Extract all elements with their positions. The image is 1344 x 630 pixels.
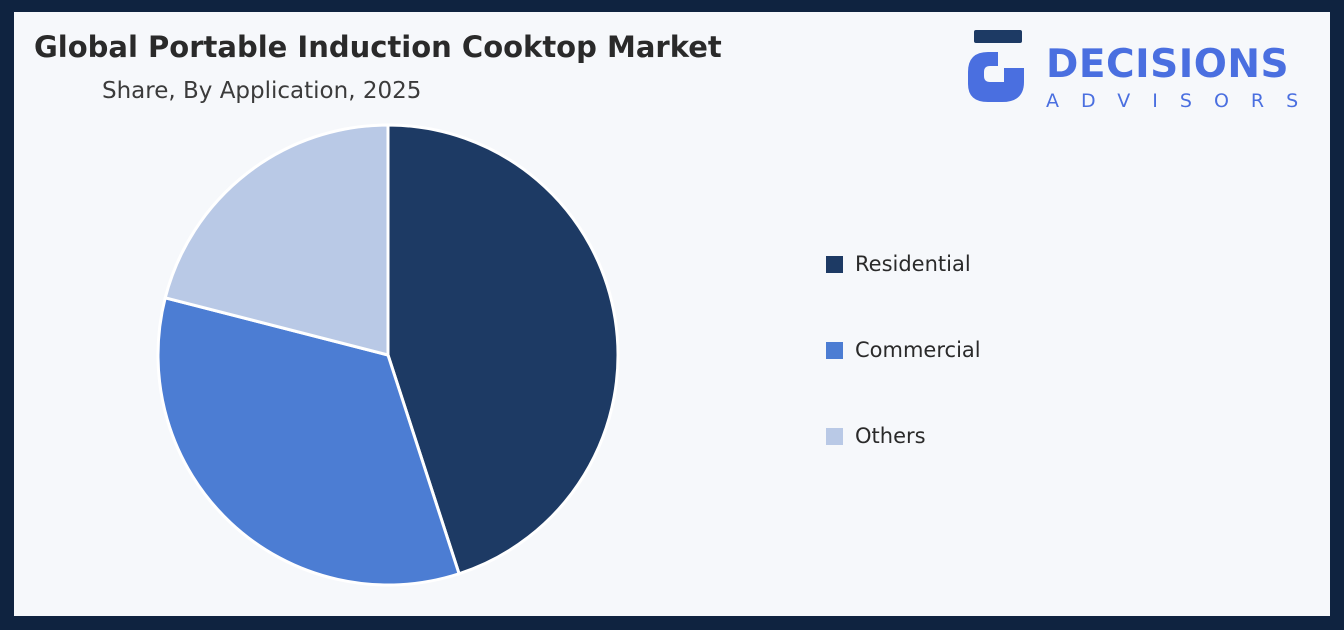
chart-title: Global Portable Induction Cooktop Market <box>34 30 722 64</box>
legend-item-residential: Residential <box>826 250 981 278</box>
legend-label: Residential <box>855 252 971 276</box>
decisions-advisors-logo-icon <box>968 30 1024 102</box>
pie-slice-commercial <box>156 295 461 587</box>
chart-legend: Residential Commercial Others <box>826 250 981 508</box>
logo-subtext: ADVISORS <box>1046 90 1321 112</box>
pie-slice-others <box>163 123 390 357</box>
legend-item-others: Others <box>826 422 981 450</box>
legend-swatch <box>826 255 843 273</box>
legend-swatch <box>826 427 843 445</box>
chart-subtitle: Share, By Application, 2025 <box>102 78 422 104</box>
legend-item-commercial: Commercial <box>826 336 981 364</box>
pie-chart <box>156 123 620 587</box>
company-logo: DECISIONS ADVISORS <box>946 28 1326 118</box>
pie-slice-residential <box>386 123 620 576</box>
legend-label: Commercial <box>855 338 981 362</box>
chart-frame: Global Portable Induction Cooktop Market… <box>14 12 1330 616</box>
legend-label: Others <box>855 424 926 448</box>
logo-wordmark: DECISIONS <box>1046 42 1290 87</box>
legend-swatch <box>826 341 843 359</box>
